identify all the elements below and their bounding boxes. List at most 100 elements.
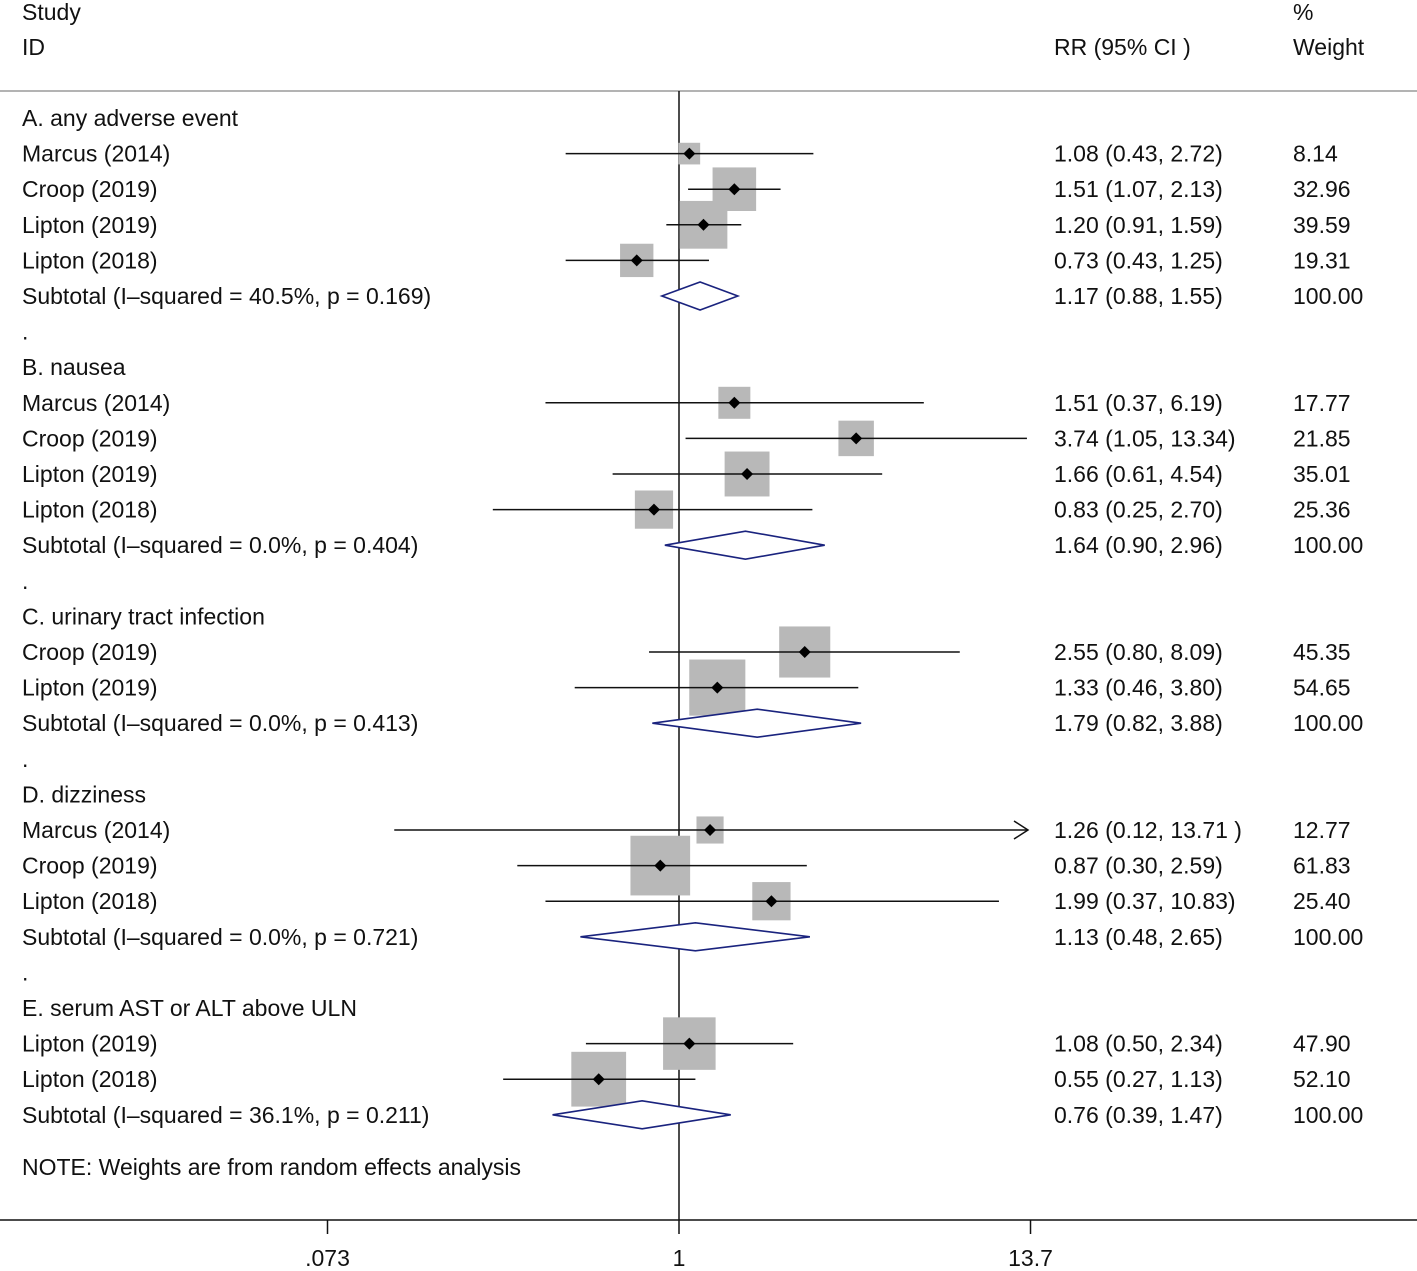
ci-text: 0.76 (0.39, 1.47) bbox=[1054, 1102, 1223, 1128]
note-text: NOTE: Weights are from random effects an… bbox=[22, 1154, 521, 1180]
study-label: Croop (2019) bbox=[22, 853, 158, 879]
study-label: Croop (2019) bbox=[22, 639, 158, 665]
study-label: Lipton (2018) bbox=[22, 247, 158, 273]
header-ci: RR (95% CI ) bbox=[1054, 34, 1191, 60]
ci-text: 1.66 (0.61, 4.54) bbox=[1054, 461, 1223, 487]
weight-text: 12.77 bbox=[1293, 817, 1351, 843]
subtotal-diamond bbox=[580, 921, 810, 952]
group-separator: . bbox=[22, 319, 28, 345]
ci-text: 1.13 (0.48, 2.65) bbox=[1054, 924, 1223, 950]
weight-text: 54.65 bbox=[1293, 675, 1351, 701]
header-study: Study bbox=[22, 0, 81, 25]
subtotal-diamond bbox=[652, 708, 862, 739]
ci-text: 0.73 (0.43, 1.25) bbox=[1054, 247, 1223, 273]
group-separator: . bbox=[22, 746, 28, 772]
ci-text: 2.55 (0.80, 8.09) bbox=[1054, 639, 1223, 665]
ci-text: 1.51 (0.37, 6.19) bbox=[1054, 390, 1223, 416]
point-estimate bbox=[765, 895, 778, 908]
header-id: ID bbox=[22, 34, 45, 60]
group-separator: . bbox=[22, 568, 28, 594]
point-estimate bbox=[683, 147, 696, 160]
study-label: Lipton (2019) bbox=[22, 212, 158, 238]
point-estimate bbox=[728, 183, 741, 196]
study-label: Lipton (2018) bbox=[22, 497, 158, 523]
subtotal-diamond bbox=[664, 530, 825, 561]
ci-text: 0.83 (0.25, 2.70) bbox=[1054, 497, 1223, 523]
point-estimate bbox=[704, 824, 717, 836]
study-label: Lipton (2019) bbox=[22, 461, 158, 487]
point-estimate bbox=[728, 396, 741, 409]
subtotal-diamond bbox=[552, 1099, 731, 1130]
weight-text: 52.10 bbox=[1293, 1066, 1351, 1092]
point-estimate bbox=[592, 1073, 605, 1086]
x-tick-label: 1 bbox=[673, 1245, 686, 1271]
weight-text: 8.14 bbox=[1293, 141, 1338, 167]
weight-text: 100.00 bbox=[1293, 1102, 1363, 1128]
ci-text: 0.55 (0.27, 1.13) bbox=[1054, 1066, 1223, 1092]
x-tick-label: 13.7 bbox=[1008, 1245, 1053, 1271]
ci-arrow bbox=[1013, 820, 1030, 840]
point-estimate bbox=[630, 254, 643, 267]
ci-text: 1.64 (0.90, 2.96) bbox=[1054, 532, 1223, 558]
study-label: Lipton (2018) bbox=[22, 1066, 158, 1092]
point-estimate bbox=[647, 503, 660, 516]
ci-text: 1.26 (0.12, 13.71 ) bbox=[1054, 817, 1242, 843]
ci-text: 1.08 (0.43, 2.72) bbox=[1054, 141, 1223, 167]
group-label: E. serum AST or ALT above ULN bbox=[22, 995, 357, 1021]
weight-text: 100.00 bbox=[1293, 710, 1363, 736]
weight-text: 17.77 bbox=[1293, 390, 1351, 416]
weight-text: 35.01 bbox=[1293, 461, 1351, 487]
subtotal-label: Subtotal (I–squared = 0.0%, p = 0.404) bbox=[22, 532, 418, 558]
weight-text: 47.90 bbox=[1293, 1031, 1351, 1057]
subtotal-label: Subtotal (I–squared = 36.1%, p = 0.211) bbox=[22, 1102, 429, 1128]
weight-text: 100.00 bbox=[1293, 924, 1363, 950]
weight-text: 39.59 bbox=[1293, 212, 1351, 238]
weight-text: 100.00 bbox=[1293, 283, 1363, 309]
study-label: Marcus (2014) bbox=[22, 141, 170, 167]
point-estimate bbox=[711, 681, 724, 694]
ci-text: 1.79 (0.82, 3.88) bbox=[1054, 710, 1223, 736]
point-estimate bbox=[741, 468, 754, 480]
point-estimate bbox=[697, 218, 710, 231]
group-label: A. any adverse event bbox=[22, 105, 239, 131]
ci-text: 1.51 (1.07, 2.13) bbox=[1054, 176, 1223, 202]
group-label: C. urinary tract infection bbox=[22, 603, 265, 629]
ci-text: 1.08 (0.50, 2.34) bbox=[1054, 1031, 1223, 1057]
point-estimate bbox=[683, 1037, 696, 1050]
study-label: Lipton (2019) bbox=[22, 1031, 158, 1057]
weight-text: 25.36 bbox=[1293, 497, 1351, 523]
weight-text: 61.83 bbox=[1293, 853, 1351, 879]
point-estimate bbox=[654, 859, 667, 872]
point-estimate bbox=[850, 432, 863, 445]
subtotal-diamond bbox=[659, 281, 741, 311]
study-label: Lipton (2019) bbox=[22, 675, 158, 701]
study-label: Lipton (2018) bbox=[22, 888, 158, 914]
subtotal-label: Subtotal (I–squared = 0.0%, p = 0.413) bbox=[22, 710, 418, 736]
study-label: Croop (2019) bbox=[22, 425, 158, 451]
study-label: Marcus (2014) bbox=[22, 390, 170, 416]
ci-text: 0.87 (0.30, 2.59) bbox=[1054, 853, 1223, 879]
subtotal-label: Subtotal (I–squared = 40.5%, p = 0.169) bbox=[22, 283, 431, 309]
header-weight: Weight bbox=[1293, 34, 1365, 60]
study-label: Croop (2019) bbox=[22, 176, 158, 202]
point-estimate bbox=[798, 646, 811, 658]
group-label: B. nausea bbox=[22, 354, 126, 380]
ci-text: 1.33 (0.46, 3.80) bbox=[1054, 675, 1223, 701]
rows-layer: A. any adverse event Marcus (2014) 1.08 (0… bbox=[22, 105, 1363, 1130]
subtotal-label: Subtotal (I–squared = 0.0%, p = 0.721) bbox=[22, 924, 418, 950]
group-label: D. dizziness bbox=[22, 781, 146, 807]
weight-text: 21.85 bbox=[1293, 425, 1351, 451]
weight-text: 32.96 bbox=[1293, 176, 1351, 202]
weight-text: 45.35 bbox=[1293, 639, 1351, 665]
ci-text: 1.17 (0.88, 1.55) bbox=[1054, 283, 1223, 309]
x-tick-label: .073 bbox=[305, 1245, 350, 1271]
weight-text: 100.00 bbox=[1293, 532, 1363, 558]
study-label: Marcus (2014) bbox=[22, 817, 170, 843]
ci-text: 3.74 (1.05, 13.34) bbox=[1054, 425, 1236, 451]
x-ticks: .073 1 13.7 bbox=[305, 1220, 1053, 1271]
weight-text: 19.31 bbox=[1293, 247, 1351, 273]
ci-text: 1.99 (0.37, 10.83) bbox=[1054, 888, 1236, 914]
ci-text: 1.20 (0.91, 1.59) bbox=[1054, 212, 1223, 238]
weight-text: 25.40 bbox=[1293, 888, 1351, 914]
